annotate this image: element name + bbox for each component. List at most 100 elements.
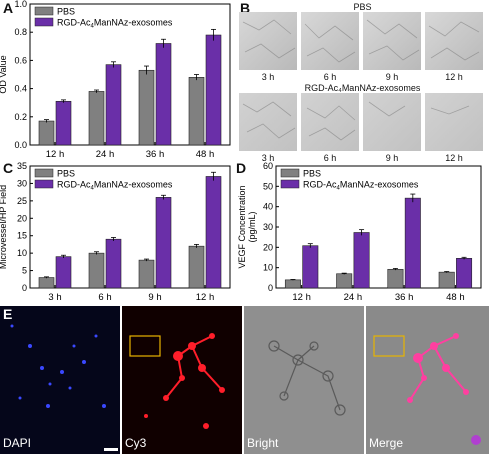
bar-pbs (438, 271, 455, 289)
bar-rgd (55, 256, 72, 289)
x-tick-label: 36 h (146, 149, 165, 160)
panel-label-c: C (3, 160, 14, 176)
bar-rgd (404, 197, 421, 289)
legend-label-rgd: RGD-Ac4ManNAz-exosomes (303, 180, 419, 192)
bar-pbs (88, 252, 105, 289)
bar-rgd (205, 34, 222, 146)
y-axis-label: Microvessel/HP Field (0, 185, 8, 269)
plot-frame (29, 3, 231, 146)
micro-pbs-3h (239, 12, 297, 70)
y-tick-label: 50 (263, 181, 273, 191)
micro-pbs-time-6h: 6 h (323, 72, 337, 82)
bar-pbs (138, 69, 155, 146)
y-tick-label: 60 (263, 161, 273, 171)
panel-label-e: E (3, 306, 13, 322)
y-tick-label: 10 (263, 263, 273, 273)
legend-rgd-prefix: RGD-Ac (303, 180, 337, 190)
y-tick-label: 0 (22, 283, 27, 293)
y-tick-label: 30 (17, 178, 27, 188)
panel-label-b: B (240, 0, 251, 16)
legend-rgd-suffix: ManNAz-exosomes (94, 18, 173, 28)
chart-c-microvessel: 0 5 10 15 20 25 30 35 3 h 6 h 9 h 12 h Microvessel/H… (0, 161, 231, 303)
bar-rgd (456, 258, 473, 289)
y-tick-label: 25 (17, 196, 27, 206)
fluor-label-dapi: DAPI (3, 436, 32, 450)
bright-field-cells (268, 340, 346, 416)
x-tick-label: 24 h (96, 149, 115, 160)
bar-rgd (105, 238, 122, 289)
y-tick-label: 0.2 (14, 112, 27, 122)
y-axis-label-line2: (pg/mL) (247, 211, 257, 242)
y-tick-label: 20 (17, 213, 27, 223)
fluor-dapi-image (0, 306, 120, 454)
y-tick-label: 0.0 (14, 140, 27, 150)
panel-b-pbs-title: PBS (353, 2, 372, 12)
bar-pbs (336, 273, 353, 289)
y-axis-label-line1: VEGF Concentration (237, 185, 247, 268)
micro-pbs-time-12h: 12 h (445, 72, 463, 82)
bar-rgd (155, 197, 172, 289)
bar-pbs (188, 77, 205, 146)
micro-rgd-time-3h: 3 h (261, 153, 275, 163)
x-tick-label: 36 h (395, 292, 414, 303)
y-tick-label: 0.8 (14, 27, 27, 37)
panel-b-rgd-title: RGD-Ac₄ManNAz-exosomes (304, 83, 421, 93)
chart-a-od-value: 0.0 0.2 0.4 0.6 0.8 1.0 12 h 24 h 36 h 48 h OD Val… (0, 0, 231, 160)
bar-rgd (353, 232, 370, 289)
micro-pbs-9h (363, 12, 421, 70)
micro-rgd-9h (363, 93, 421, 151)
micro-pbs-12h (425, 12, 483, 70)
x-tick-label: 12 h (292, 292, 311, 303)
dapi-nuclei (10, 324, 106, 408)
y-axis-label: OD Value (0, 55, 8, 93)
y-axis-label: VEGF Concentration(pg/mL) (237, 185, 257, 268)
x-tick-label: 9 h (148, 292, 161, 303)
legend-rgd-suffix: ManNAz-exosomes (94, 180, 173, 190)
bar-pbs (88, 91, 105, 146)
bar-pbs (387, 268, 404, 289)
panel-label-d: D (236, 160, 247, 176)
fluor-label-bright: Bright (247, 436, 279, 450)
x-tick-label: 12 h (196, 292, 215, 303)
x-tick-label: 24 h (344, 292, 363, 303)
x-tick-label: 12 h (46, 149, 65, 160)
bar-rgd (205, 176, 222, 289)
micro-pbs-6h (301, 12, 359, 70)
y-tick-label: 1.0 (14, 0, 27, 9)
micro-rgd-time-6h: 6 h (323, 153, 337, 163)
legend-swatch-rgd (280, 179, 300, 189)
cy3-signal (129, 333, 225, 429)
legend-swatch-pbs (34, 6, 54, 16)
legend-label-rgd: RGD-Ac4ManNAz-exosomes (57, 180, 173, 192)
x-tick-label: 6 h (98, 292, 111, 303)
micro-rgd-time-9h: 9 h (385, 153, 399, 163)
bar-rgd (105, 64, 122, 146)
bar-pbs (38, 277, 55, 289)
bar-pbs (38, 120, 55, 146)
fluor-cy3-image (122, 306, 242, 454)
y-tick-label: 0 (268, 283, 273, 293)
legend-swatch-rgd (34, 179, 54, 189)
legend-swatch-pbs (34, 168, 54, 178)
bar-rgd (55, 100, 72, 146)
bar-pbs (188, 245, 205, 289)
legend-rgd-suffix: ManNAz-exosomes (340, 180, 419, 190)
y-tick-label: 40 (263, 202, 273, 212)
fluor-label-cy3: Cy3 (125, 436, 147, 450)
micro-pbs-time-9h: 9 h (385, 72, 399, 82)
fluor-label-merge: Merge (369, 436, 404, 450)
legend-rgd-sub: 4 (91, 24, 95, 30)
y-tick-label: 35 (17, 161, 27, 171)
legend-label-pbs: PBS (57, 169, 75, 179)
legend-label-rgd: RGD-Ac4ManNAz-exosomes (57, 18, 173, 30)
y-tick-label: 0.4 (14, 84, 27, 94)
legend-label-pbs: PBS (57, 7, 75, 17)
y-tick-label: 30 (263, 222, 273, 232)
plot-frame (29, 165, 231, 289)
y-tick-label: 5 (22, 266, 27, 276)
fluor-merge-image (366, 306, 489, 454)
legend-rgd-prefix: RGD-Ac (57, 18, 91, 28)
y-tick-label: 15 (17, 231, 27, 241)
legend-rgd-sub: 4 (91, 186, 95, 192)
micro-texture-overlay (242, 19, 480, 141)
